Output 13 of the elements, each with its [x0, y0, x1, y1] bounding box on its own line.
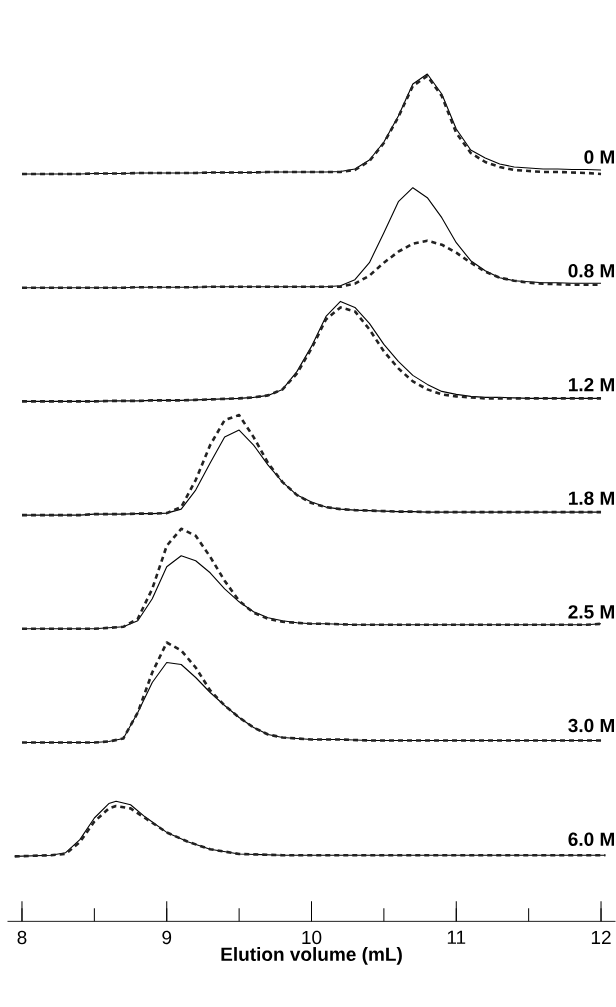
- x-tick-label: 8: [17, 930, 27, 945]
- annotation: 1.8 M: [568, 491, 615, 505]
- x-tick-label: 10: [302, 930, 322, 945]
- annotation: 6.0 M: [568, 832, 615, 846]
- x-axis-title: Elution volume (mL): [221, 947, 402, 965]
- annotation: 0 M: [584, 150, 615, 164]
- x-tick-label: 11: [447, 930, 466, 944]
- x-tick-label: 9: [162, 930, 172, 945]
- annotation: 3.0 M: [568, 718, 615, 733]
- x-tick-label: 12: [591, 930, 611, 944]
- annotation: 1.2 M: [568, 377, 615, 392]
- annotation: 0.8 M: [568, 264, 615, 278]
- annotation: 2.5 M: [568, 605, 615, 619]
